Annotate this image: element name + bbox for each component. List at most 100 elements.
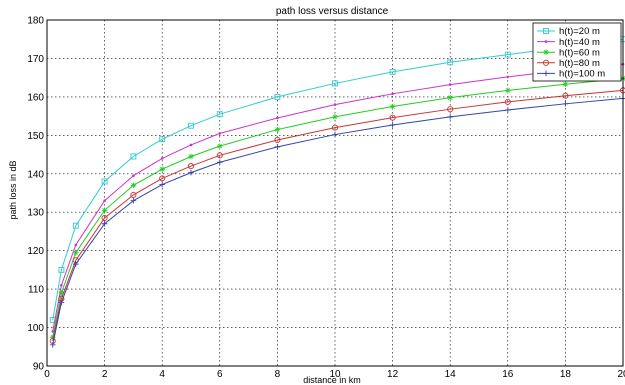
y-tick-label: 140 [27, 169, 44, 180]
data-point [332, 131, 338, 138]
data-point [159, 166, 165, 172]
data-point [332, 114, 338, 120]
data-point [562, 81, 569, 88]
legend-label: h(t)=40 m [559, 37, 600, 48]
data-point [58, 299, 65, 306]
axis-ticks: 0 2 4 6 8 10 12 14 16 18 20 90 100 110 120 130 140 150 160… [27, 16, 625, 381]
y-axis-label: path loss in dB [8, 160, 18, 219]
data-point [58, 266, 65, 273]
series-line [52, 77, 624, 338]
data-point [331, 124, 339, 131]
data-point [101, 214, 108, 222]
data-point [274, 144, 281, 150]
data-point [447, 94, 453, 101]
data-point [274, 126, 281, 133]
legend-marker [544, 40, 548, 43]
data-point [333, 103, 337, 106]
series-3 [49, 75, 625, 340]
data-point [49, 334, 56, 340]
x-tick-label: 14 [445, 369, 457, 380]
series-2 [51, 62, 625, 333]
data-point [188, 169, 194, 176]
x-tick-label: 16 [502, 369, 514, 380]
data-point [217, 159, 223, 166]
data-point [447, 114, 453, 120]
data-point [101, 178, 108, 185]
legend-entry: h(t)=100 m [537, 69, 605, 80]
legend-marker [543, 70, 549, 77]
x-tick-label: 12 [387, 369, 399, 380]
data-point [188, 153, 194, 160]
data-point [562, 92, 569, 99]
data-point [130, 153, 137, 160]
y-tick-label: 120 [27, 246, 44, 257]
data-point [60, 283, 63, 287]
legend-entry: h(t)=20 m [537, 26, 600, 37]
data-point [130, 191, 137, 198]
legend-label: h(t)=80 m [559, 58, 600, 69]
y-tick-label: 170 [27, 54, 44, 65]
legend-label: h(t)=60 m [559, 47, 600, 58]
legend-entry: h(t)=60 m [537, 47, 600, 58]
series-4 [49, 87, 625, 345]
legend-label: h(t)=100 m [559, 69, 605, 80]
y-tick-label: 90 [33, 362, 45, 373]
y-tick-label: 100 [27, 323, 44, 334]
plot-frame [46, 19, 624, 367]
legend-marker [543, 49, 549, 55]
data-point [274, 93, 281, 100]
x-tick-label: 2 [102, 369, 108, 380]
series-line [52, 97, 624, 345]
x-tick-label: 4 [159, 369, 165, 380]
data-point [505, 87, 511, 94]
x-tick-label: 10 [329, 369, 341, 380]
data-point [189, 143, 193, 147]
x-tick-label: 8 [275, 369, 281, 380]
data-point [132, 174, 135, 177]
data-point [159, 181, 165, 188]
chart-title: path loss versus distance [276, 6, 389, 17]
data-point [130, 182, 137, 189]
data-point [101, 220, 108, 227]
data-point [448, 83, 452, 86]
data-point [159, 136, 166, 143]
legend-marker [543, 28, 549, 34]
data-point [389, 103, 396, 110]
data-point [103, 199, 106, 202]
data-point [505, 107, 511, 113]
data-point [159, 175, 166, 182]
data-point [72, 222, 79, 229]
data-point [504, 98, 511, 105]
data-point [188, 122, 194, 129]
data-point [332, 80, 338, 87]
data-point [389, 122, 396, 128]
data-point [391, 92, 394, 96]
series-line [52, 89, 624, 342]
legend: h(t)=20 mh(t)=40 mh(t)=60 mh(t)=80 mh(t)… [532, 22, 622, 82]
data-point [447, 106, 454, 113]
data-point [216, 152, 223, 159]
series-group [49, 36, 625, 348]
data-point [160, 157, 164, 160]
data-point [447, 59, 454, 66]
legend-entry: h(t)=80 m [537, 58, 600, 69]
data-point [389, 114, 396, 121]
y-tick-label: 110 [28, 285, 44, 296]
series-line [52, 38, 624, 320]
data-point [274, 136, 281, 143]
x-tick-label: 0 [44, 369, 50, 380]
data-point [217, 143, 223, 149]
y-tick-label: 130 [27, 208, 44, 219]
data-point [504, 51, 511, 58]
data-point [562, 101, 569, 107]
y-tick-label: 150 [27, 131, 44, 142]
legend-marker [542, 59, 550, 66]
data-point [74, 243, 78, 247]
data-point [130, 197, 137, 204]
data-point [276, 116, 279, 120]
y-tick-label: 180 [27, 16, 44, 27]
legend-label: h(t)=20 m [559, 26, 600, 37]
data-point [216, 111, 223, 118]
data-point [58, 290, 65, 296]
